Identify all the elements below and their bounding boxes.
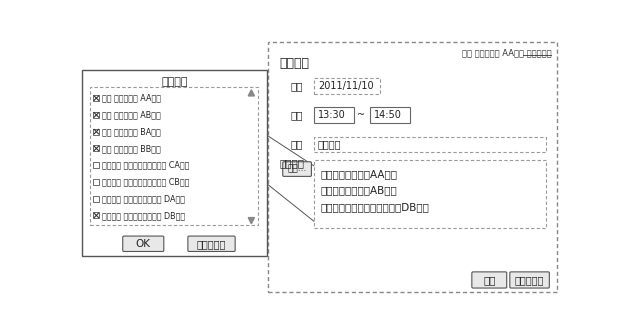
Text: 参加端末: 参加端末 bbox=[279, 158, 304, 168]
Text: 端末選択: 端末選択 bbox=[161, 77, 188, 87]
Text: アメリカ ニューヨーク事業所 CB端末: アメリカ ニューヨーク事業所 CB端末 bbox=[102, 177, 189, 186]
Bar bbox=[93, 179, 100, 185]
Text: 日本 東京事業所 AA端末 ログアウト: 日本 東京事業所 AA端末 ログアウト bbox=[462, 48, 551, 57]
Text: 保存: 保存 bbox=[483, 275, 496, 285]
FancyBboxPatch shape bbox=[123, 236, 164, 252]
Bar bbox=[93, 95, 100, 101]
Bar bbox=[93, 162, 100, 168]
Text: キャンセル: キャンセル bbox=[197, 239, 226, 249]
FancyBboxPatch shape bbox=[510, 272, 549, 288]
Text: 14:50: 14:50 bbox=[374, 110, 402, 120]
Text: 日本 東京事業所 AA端末: 日本 東京事業所 AA端末 bbox=[102, 94, 160, 103]
Bar bbox=[370, 108, 411, 123]
Bar bbox=[93, 128, 100, 135]
Bar bbox=[314, 160, 546, 228]
FancyBboxPatch shape bbox=[283, 162, 312, 176]
Text: アメリカ ワシントン事業所 DB端末: アメリカ ワシントン事業所 DB端末 bbox=[102, 211, 185, 220]
Text: ~: ~ bbox=[356, 110, 364, 120]
Text: 日付: 日付 bbox=[291, 81, 304, 91]
Text: 2011/11/10: 2011/11/10 bbox=[318, 81, 374, 91]
Polygon shape bbox=[248, 217, 254, 224]
Text: 名称: 名称 bbox=[291, 139, 304, 149]
Text: 13:30: 13:30 bbox=[318, 110, 346, 120]
Text: 選択...: 選択... bbox=[287, 165, 307, 173]
Text: 日本　大阪事業所AB端末: 日本 大阪事業所AB端末 bbox=[320, 186, 397, 196]
Text: キャンセル: キャンセル bbox=[515, 275, 544, 285]
Text: アメリカ ワシントン事業所 DA端末: アメリカ ワシントン事業所 DA端末 bbox=[102, 194, 185, 203]
Text: 日本 大阪事業所 BA端末: 日本 大阪事業所 BA端末 bbox=[102, 127, 160, 136]
Text: OK: OK bbox=[136, 239, 151, 249]
Bar bbox=[93, 196, 100, 202]
Text: 予約受付: 予約受付 bbox=[279, 57, 309, 70]
Text: 時間: 時間 bbox=[291, 110, 304, 120]
Bar bbox=[314, 78, 380, 94]
FancyBboxPatch shape bbox=[188, 236, 235, 252]
Text: アメリカ　ワシントン事業所DB端末: アメリカ ワシントン事業所DB端末 bbox=[320, 203, 429, 213]
Polygon shape bbox=[248, 90, 254, 96]
Bar bbox=[93, 145, 100, 152]
Text: アメリカ ニューヨーク事業所 CA端末: アメリカ ニューヨーク事業所 CA端末 bbox=[102, 161, 189, 169]
Bar bbox=[267, 42, 557, 292]
Text: 販路会議: 販路会議 bbox=[318, 139, 341, 149]
Bar bbox=[90, 87, 258, 225]
Text: 日本 東京事業所 AB端末: 日本 東京事業所 AB端末 bbox=[102, 111, 160, 119]
Text: 日本 大阪事業所 BB端末: 日本 大阪事業所 BB端末 bbox=[102, 144, 160, 153]
Bar bbox=[93, 212, 100, 218]
Bar bbox=[314, 137, 546, 152]
FancyBboxPatch shape bbox=[472, 272, 507, 288]
Text: 日本　東京事業所AA端末: 日本 東京事業所AA端末 bbox=[320, 169, 397, 179]
Bar bbox=[314, 108, 355, 123]
Bar bbox=[82, 70, 267, 256]
Bar bbox=[93, 112, 100, 118]
